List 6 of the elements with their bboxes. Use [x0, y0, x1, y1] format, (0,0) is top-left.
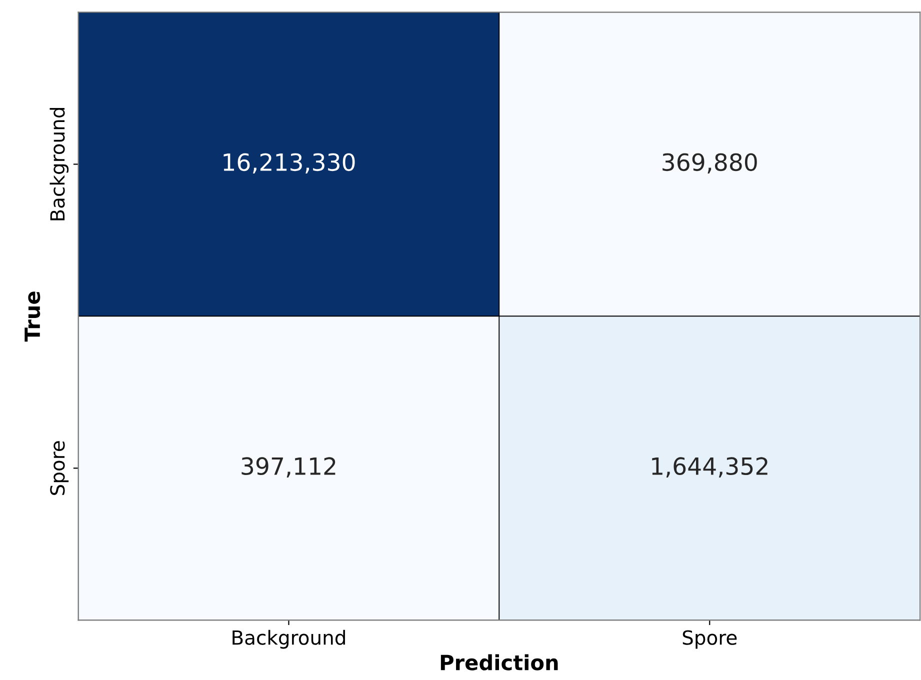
data-label: 397,112 — [242, 457, 336, 478]
data-label: 1,644,352 — [652, 457, 768, 478]
data-label: 369,880 — [662, 153, 757, 174]
data-label: 16,213,330 — [224, 153, 355, 174]
y-axis-title: True — [24, 292, 40, 342]
x-axis-title: Prediction — [440, 654, 558, 670]
